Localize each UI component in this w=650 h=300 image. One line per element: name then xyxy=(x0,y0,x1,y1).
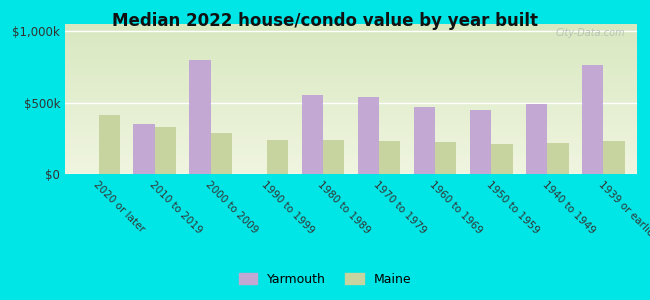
Bar xyxy=(435,142,456,174)
Bar xyxy=(491,144,512,174)
Bar xyxy=(155,127,176,174)
Bar xyxy=(99,116,120,174)
Bar xyxy=(470,110,491,174)
Bar xyxy=(358,97,379,174)
Bar xyxy=(603,141,625,174)
Bar xyxy=(190,60,211,174)
Bar xyxy=(526,104,547,174)
Bar xyxy=(302,95,323,174)
Bar xyxy=(379,141,400,174)
Bar xyxy=(267,140,288,174)
Text: Median 2022 house/condo value by year built: Median 2022 house/condo value by year bu… xyxy=(112,12,538,30)
Bar xyxy=(211,133,232,174)
Bar xyxy=(323,140,345,174)
Bar xyxy=(582,65,603,174)
Bar xyxy=(414,107,435,174)
Bar xyxy=(547,142,569,174)
Text: City-Data.com: City-Data.com xyxy=(556,28,625,38)
Legend: Yarmouth, Maine: Yarmouth, Maine xyxy=(233,268,417,291)
Bar xyxy=(133,124,155,174)
